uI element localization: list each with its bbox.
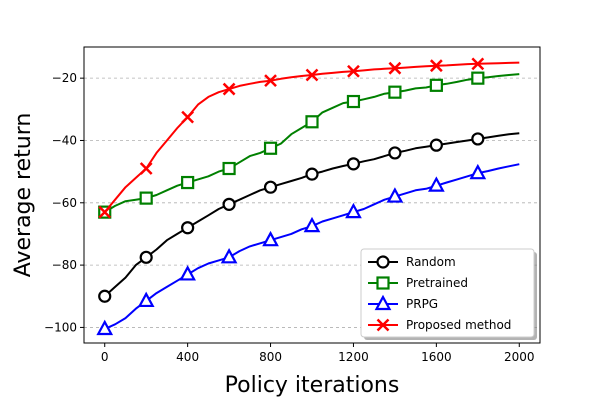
data-point-pretrained: [388, 85, 402, 99]
data-point-random: [222, 197, 236, 211]
legend: Random Pretrained PRPG Proposed method: [360, 248, 537, 340]
data-point-prpg: [262, 230, 279, 247]
data-point-proposed-method-stroke: [222, 82, 236, 96]
data-point-random: [388, 146, 402, 160]
legend-marker-stroke: [376, 318, 390, 332]
data-point-proposed-method-stroke: [181, 110, 195, 124]
legend-item-random: Random: [368, 255, 456, 269]
data-point-proposed-method: [305, 68, 319, 82]
legend-label: Proposed method: [406, 318, 511, 332]
legend-marker: [374, 294, 392, 311]
x-axis-label: Policy iterations: [225, 373, 400, 398]
legend-item-pretrained: Pretrained: [368, 276, 468, 290]
data-point-proposed-method-stroke: [139, 162, 153, 175]
data-point-prpg: [386, 187, 404, 203]
y-tick-label: −60: [52, 196, 77, 210]
y-axis-label: Average return: [11, 113, 36, 278]
data-point-prpg: [96, 319, 114, 336]
data-point-prpg: [303, 216, 321, 233]
x-tick-label: 2000: [504, 350, 535, 364]
data-point-pretrained: [139, 191, 153, 205]
y-tick-label: −20: [52, 71, 77, 85]
x-tick-label: 400: [176, 350, 199, 364]
x-tick-label: 800: [259, 350, 282, 364]
data-point-random: [181, 221, 195, 235]
y-tick-label: −40: [52, 133, 77, 147]
data-point-prpg: [469, 163, 487, 180]
data-point-proposed-method-stroke: [305, 68, 319, 82]
data-point-pretrained: [181, 175, 195, 190]
y-tick-label: −80: [52, 258, 77, 272]
data-point-prpg: [428, 176, 445, 192]
data-point-prpg: [220, 248, 238, 264]
legend-item-prpg: PRPG: [368, 294, 438, 311]
data-point-pretrained: [471, 71, 485, 85]
series-prpg: [96, 163, 520, 336]
data-point-random: [263, 180, 278, 194]
legend-marker: [376, 318, 390, 332]
data-point-proposed-method-stroke: [429, 59, 443, 73]
series-line-pretrained: [104, 73, 520, 213]
legend-marker: [376, 255, 390, 269]
data-point-pretrained: [429, 78, 443, 92]
data-point-random: [305, 167, 319, 181]
series-random: [98, 132, 520, 303]
data-point-proposed-method: [98, 205, 112, 219]
series-layer: [96, 57, 520, 336]
data-point-proposed-method-stroke: [388, 61, 402, 75]
data-point-prpg: [137, 291, 155, 308]
data-point-pretrained: [222, 161, 236, 176]
y-tick-label: −100: [44, 320, 77, 334]
data-point-random: [471, 132, 485, 146]
data-point-pretrained: [346, 94, 361, 109]
legend-item-proposed-method: Proposed method: [368, 318, 511, 332]
data-point-random: [139, 250, 153, 264]
data-point-proposed-method: [388, 61, 402, 75]
data-point-proposed-method: [222, 82, 236, 96]
data-point-proposed-method-stroke: [98, 205, 112, 219]
legend-box: [360, 248, 535, 338]
data-point-proposed-method: [139, 162, 153, 175]
legend-label: Pretrained: [406, 276, 468, 290]
legend-label: Random: [406, 255, 456, 269]
x-tick-label: 0: [101, 350, 109, 364]
x-tick-label: 1600: [421, 350, 452, 364]
data-point-proposed-method: [181, 110, 195, 124]
series-pretrained: [98, 71, 520, 219]
data-point-random: [429, 138, 443, 152]
data-point-pretrained: [305, 115, 319, 129]
axis-ticks: −100 −80 −60 −40 −20 0 400 800 1200 1600 2000: [44, 71, 535, 364]
data-point-proposed-method-stroke: [471, 57, 485, 71]
plot-frame: [83, 46, 541, 344]
data-point-proposed-method: [471, 57, 485, 71]
data-point-random: [346, 157, 361, 171]
data-point-proposed-method-stroke: [347, 64, 360, 78]
data-point-prpg: [345, 202, 362, 219]
legend-marker: [376, 276, 390, 290]
data-point-random: [98, 289, 112, 303]
series-proposed-method: [98, 57, 520, 219]
x-tick-label: 1200: [338, 350, 369, 364]
data-point-proposed-method-stroke: [264, 74, 277, 88]
data-point-prpg: [179, 265, 196, 281]
data-point-proposed-method: [347, 64, 360, 78]
data-point-proposed-method: [429, 59, 443, 73]
data-point-pretrained: [263, 141, 278, 155]
data-point-proposed-method: [264, 74, 277, 88]
legend-label: PRPG: [406, 297, 438, 311]
